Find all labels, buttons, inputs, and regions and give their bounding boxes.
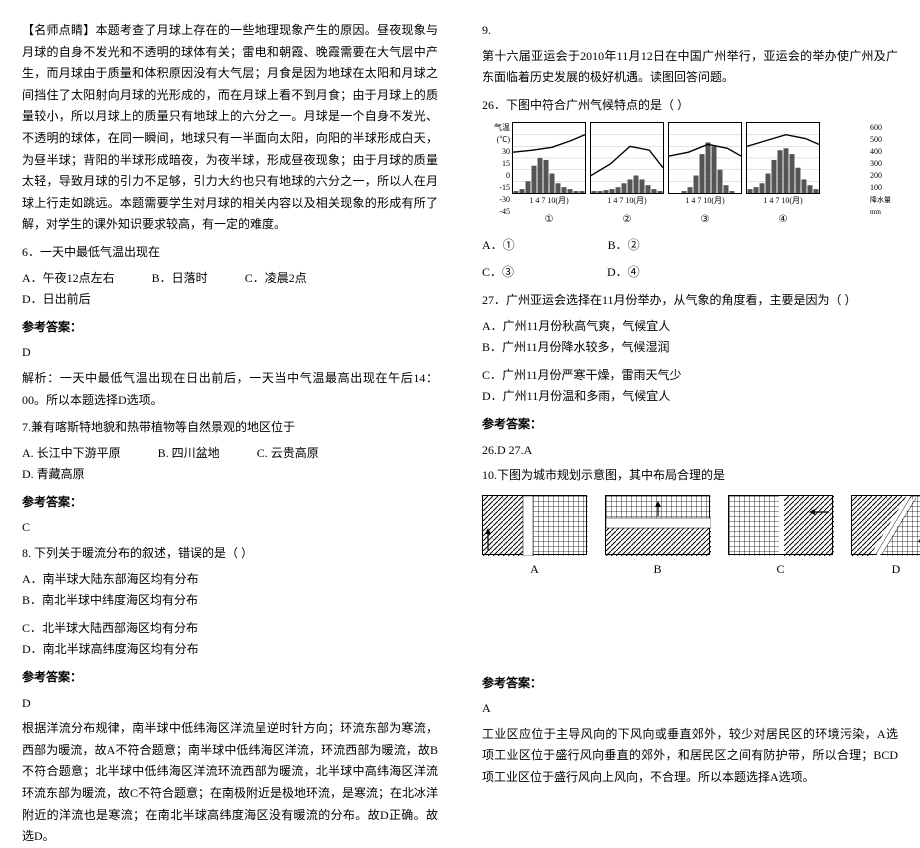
q27-stem: 27．广州亚运会选择在11月份举办，从气象的角度看，主要是因为（ ） [482, 290, 898, 312]
chart-number: ③ [668, 211, 742, 229]
scheme-b: B [605, 495, 710, 581]
tick: 100 [870, 182, 896, 194]
scheme-a: A [482, 495, 587, 581]
q7-opt-d: D. 青藏高原 [22, 464, 85, 486]
q27-opt-d: D．广州11月份温和多雨，气候宜人 [482, 386, 670, 408]
q6-opt-a: A．午夜12点左右 [22, 268, 115, 290]
q27-options-2: C．广州11月份严寒干燥，雷雨天气少 D．广州11月份温和多雨，气候宜人 [482, 365, 898, 408]
scheme-d-label: D [851, 559, 920, 581]
q8-opt-a: A．南半球大陆东部海区均有分布 [22, 569, 199, 591]
q8-explanation: 根据洋流分布规律，南半球中低纬海区洋流呈逆时针方向；环流东部为寒流，西部为暖流，… [22, 718, 438, 848]
scheme-d: D [851, 495, 920, 581]
q26-stem: 26．下图中符合广州气候特点的是（ ） [482, 95, 898, 117]
tick: -15 [484, 182, 510, 194]
tick: -30 [484, 194, 510, 206]
axis-left-ticks: 气温(℃) 30 15 0 -15 -30 -45 [484, 122, 510, 218]
q7-opt-a: A. 长江中下游平原 [22, 443, 121, 465]
scheme-c-label: C [728, 559, 833, 581]
tick: 30 [484, 146, 510, 158]
q8-options-2: C．北半球大陆西部海区均有分布 D．南北半球高纬度海区均有分布 [22, 618, 438, 661]
climate-chart-2 [590, 122, 664, 194]
chart-x-ticks: 1 4 7 10(月) [668, 194, 742, 208]
q26-opt-d: D．④ [607, 262, 640, 284]
chart-x-ticks: 1 4 7 10(月) [590, 194, 664, 208]
q7-opt-b: B. 四川盆地 [158, 443, 220, 465]
chart-number: ① [512, 211, 586, 229]
q26-opt-b: B．② [608, 235, 640, 257]
q6-explanation: 解析：一天中最低气温出现在日出前后，一天当中气温最高出现在午后14：00。所以本… [22, 368, 438, 411]
q6-ans-heading: 参考答案： [22, 317, 438, 339]
climate-chart-4 [746, 122, 820, 194]
chart-x-ticks: 1 4 7 10(月) [746, 194, 820, 208]
tick: 400 [870, 146, 896, 158]
q7-ans-heading: 参考答案： [22, 492, 438, 514]
chart-x-ticks: 1 4 7 10(月) [512, 194, 586, 208]
scheme-c: C [728, 495, 833, 581]
climate-chart-3 [668, 122, 742, 194]
q7-stem: 7.兼有喀斯特地貌和热带植物等自然景观的地区位于 [22, 417, 438, 439]
q8-options-1: A．南半球大陆东部海区均有分布 B．南北半球中纬度海区均有分布 [22, 569, 438, 612]
city-plan-diagrams: A B [482, 495, 898, 665]
q26-options-2: C．③ D．④ [482, 262, 898, 284]
scheme-b-label: B [605, 559, 710, 581]
q9-number: 9. [482, 20, 898, 42]
tick: 200 [870, 170, 896, 182]
q8-answer: D [22, 693, 438, 715]
q8-opt-b: B．南北半球中纬度海区均有分布 [22, 590, 198, 612]
q27-opt-c: C．广州11月份严寒干燥，雷雨天气少 [482, 365, 682, 387]
climate-chart-1 [512, 122, 586, 194]
q10-ans-heading: 参考答案： [482, 673, 898, 695]
q26-options-1: A．① B．② [482, 235, 898, 257]
q7-answer: C [22, 517, 438, 539]
q7-opt-c: C. 云贵高原 [257, 443, 319, 465]
tick: 0 [484, 170, 510, 182]
tick: 300 [870, 158, 896, 170]
chart-number: ② [590, 211, 664, 229]
q6-answer: D [22, 342, 438, 364]
expert-note: 【名师点睛】本题考查了月球上存在的一些地理现象产生的原因。昼夜现象与月球的自身不… [22, 20, 438, 236]
q6-opt-b: B．日落时 [152, 268, 208, 290]
q6-opt-c: C．凌晨2点 [245, 268, 307, 290]
axis-right-ticks: 600 500 400 300 200 100 降水量mm [870, 122, 896, 218]
chart-number: ④ [746, 211, 820, 229]
q10-stem: 10.下图为城市规划示意图，其中布局合理的是 [482, 465, 898, 487]
q26-27-ans-heading: 参考答案： [482, 414, 898, 436]
axis-left-label: 气温(℃) [484, 122, 510, 146]
tick: -45 [484, 206, 510, 218]
q7-options: A. 长江中下游平原 B. 四川盆地 C. 云贵高原 D. 青藏高原 [22, 443, 438, 486]
q6-options: A．午夜12点左右 B．日落时 C．凌晨2点 D．日出前后 [22, 268, 438, 311]
q27-opt-b: B．广州11月份降水较多，气候湿润 [482, 337, 670, 359]
q26-opt-a: A．① [482, 235, 515, 257]
tick: 600 [870, 122, 896, 134]
q26-27-answer: 26.D 27.A [482, 440, 898, 462]
tick: 500 [870, 134, 896, 146]
right-column: 9. 第十六届亚运会于2010年11月12日在中国广州举行，亚运会的举办使广州及… [460, 0, 920, 651]
q26-opt-c: C．③ [482, 262, 514, 284]
q8-opt-c: C．北半球大陆西部海区均有分布 [22, 618, 198, 640]
q27-options-1: A．广州11月份秋高气爽，气候宜人 B．广州11月份降水较多，气候湿润 [482, 316, 898, 359]
q27-opt-a: A．广州11月份秋高气爽，气候宜人 [482, 316, 670, 338]
axis-right-label: 降水量mm [870, 194, 896, 218]
tick: 15 [484, 158, 510, 170]
scheme-a-label: A [482, 559, 587, 581]
q10-explanation: 工业区应位于主导风向的下风向或垂直郊外，较少对居民区的环境污染，A选项工业区位于… [482, 724, 898, 789]
q8-ans-heading: 参考答案： [22, 667, 438, 689]
q9-stem: 第十六届亚运会于2010年11月12日在中国广州举行，亚运会的举办使广州及广东面… [482, 46, 898, 89]
climate-charts: 气温(℃) 30 15 0 -15 -30 -45 1 4 7 10(月) ① 1 … [482, 122, 898, 228]
q8-stem: 8. 下列关于暖流分布的叙述，错误的是（ ） [22, 543, 438, 565]
left-column: 【名师点睛】本题考查了月球上存在的一些地理现象产生的原因。昼夜现象与月球的自身不… [0, 0, 460, 651]
q8-opt-d: D．南北半球高纬度海区均有分布 [22, 639, 199, 661]
q10-answer: A [482, 698, 898, 720]
q6-stem: 6．一天中最低气温出现在 [22, 242, 438, 264]
q6-opt-d: D．日出前后 [22, 289, 91, 311]
